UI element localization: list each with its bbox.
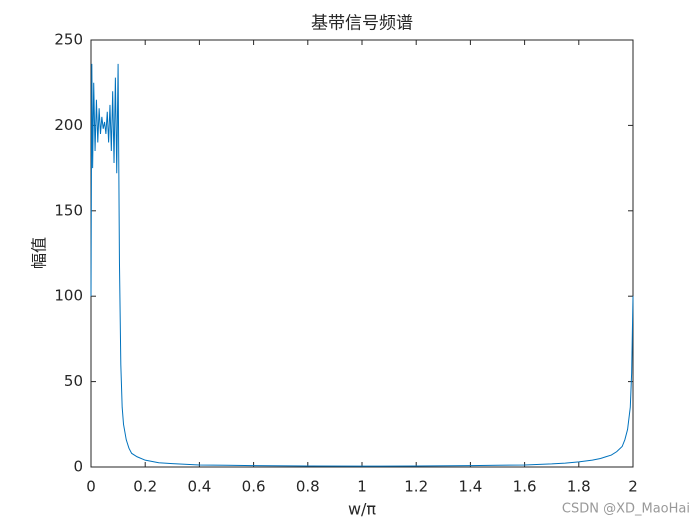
- x-tick-label: 1.4: [458, 478, 482, 496]
- x-tick-label: 1.2: [404, 478, 428, 496]
- y-tick-label: 150: [54, 201, 83, 219]
- x-axis-label: w/π: [348, 500, 376, 519]
- x-tick-label: 1.8: [567, 478, 591, 496]
- spectrum-line: [90, 63, 634, 467]
- watermark: CSDN @XD_MaoHai: [562, 502, 690, 517]
- x-tick-label: 1: [357, 478, 367, 496]
- y-tick-label: 50: [64, 372, 83, 390]
- x-tick-label: 2: [628, 478, 638, 496]
- x-tick-label: 0.4: [187, 478, 211, 496]
- x-tick-label: 0.2: [133, 478, 157, 496]
- x-tick-label: 0: [86, 478, 96, 496]
- x-tick-label: 0.6: [242, 478, 266, 496]
- y-tick-label: 250: [54, 31, 83, 49]
- axes-box: [90, 39, 634, 468]
- y-tick-label: 100: [54, 287, 83, 305]
- chart-title: 基带信号频谱: [311, 14, 413, 34]
- x-tick-label: 0.8: [296, 478, 320, 496]
- y-tick-label: 0: [73, 458, 83, 476]
- y-tick-label: 200: [54, 116, 83, 134]
- y-axis-label: 幅值: [30, 237, 49, 269]
- x-tick-label: 1.6: [513, 478, 537, 496]
